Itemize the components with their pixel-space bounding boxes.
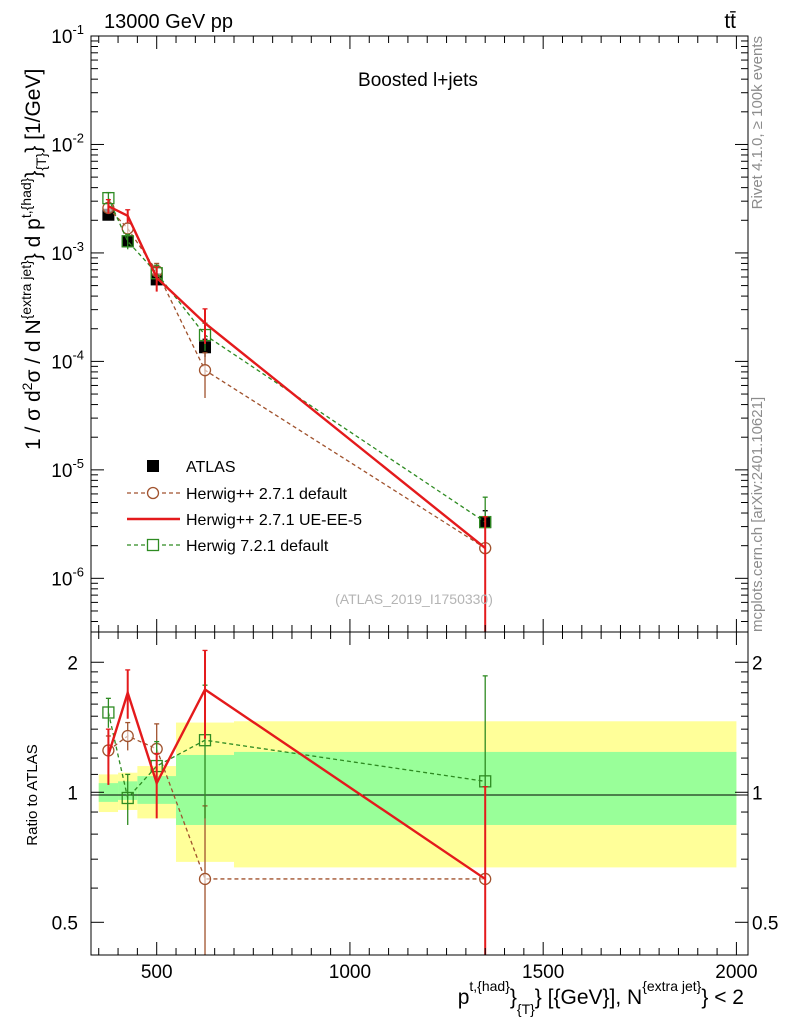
ratio-ytick-label-right: 0.5: [752, 913, 778, 934]
main-ytick-label: 10-5: [51, 456, 84, 482]
ratio-herwig7-default-point: [121, 791, 134, 805]
ratio-ytick-label-right: 1: [752, 783, 763, 804]
main-panel: 10-110-210-310-410-510-6 Boosted l+jets …: [18, 22, 749, 633]
ratio-xlabel: pt,{had}}{T}} [{GeV}], N{extra jet}} < 2: [458, 978, 744, 1017]
ytick-base: 10: [51, 135, 72, 156]
main-herwigpp-default-point: [198, 364, 212, 377]
legend: ATLAS Herwig++ 2.7.1 default Herwig++ 2.…: [127, 459, 362, 555]
ratio-herwigpp-default-point: [198, 872, 212, 886]
ratio-panel: 500 1000 1500 2000 2 2 1 1 0.5 0.5 Ratio to ATLAS…: [24, 631, 778, 1017]
ratio-ylabel: Ratio to ATLAS: [24, 744, 41, 845]
ytick-exp: -5: [72, 456, 84, 471]
ratio-ytick-label-right: 2: [752, 653, 763, 674]
mcplots-label: mcplots.cern.ch [arXiv:2401.10621]: [749, 397, 766, 632]
main-series-layer: [102, 191, 492, 632]
main-ytick-label: 10-3: [51, 239, 84, 265]
ratio-xtick-label: 500: [141, 962, 173, 983]
ytick-base: 10: [51, 569, 72, 590]
ratio-herwig7-default-line: [107, 712, 486, 800]
legend-label-herwig7-default: Herwig 7.2.1 default: [186, 538, 329, 555]
chart-title: Boosted l+jets: [358, 70, 478, 91]
ytick-base: 10: [51, 27, 72, 48]
legend-marker-atlas: [147, 460, 159, 472]
legend-entry-herwig7-default: Herwig 7.2.1 default: [127, 538, 329, 555]
legend-marker-herwig7-default: [146, 538, 160, 552]
ratio-band-inner: [98, 783, 119, 802]
ratio-series-layer: [102, 649, 492, 955]
ytick-exp: -6: [72, 564, 84, 579]
ratio-herwigpp-default-point: [121, 729, 134, 743]
watermark: (ATLAS_2019_I1750330): [335, 591, 493, 607]
process-label: tt̄: [724, 10, 736, 33]
ratio-ytick-label: 0.5: [52, 913, 78, 934]
ratio-frame: [90, 631, 749, 956]
legend-label-atlas: ATLAS: [186, 459, 236, 476]
main-ytick-label: 10-6: [51, 564, 84, 590]
ratio-xtick-label: 1500: [522, 962, 564, 983]
legend-entry-herwigpp-ueee5: Herwig++ 2.7.1 UE-EE-5: [127, 512, 362, 529]
ytick-base: 10: [51, 244, 72, 265]
main-herwig7-default-point: [121, 235, 134, 248]
main-ytick-label: 10-1: [51, 22, 84, 48]
main-herwig7-default-line: [107, 197, 486, 523]
legend-entry-atlas: ATLAS: [147, 459, 236, 476]
main-axes: 10-110-210-310-410-510-6: [51, 22, 748, 632]
ytick-exp: -3: [72, 239, 84, 254]
ratio-herwig7-default-point: [102, 706, 115, 719]
ratio-bands: [98, 721, 737, 868]
ytick-exp: -1: [72, 22, 84, 37]
main-ylabel: 1 / σ d2σ / d N{extra jet}} d pt,{had}}{…: [18, 69, 49, 450]
energy-label: 13000 GeV pp: [104, 11, 233, 33]
legend-label-herwigpp-default: Herwig++ 2.7.1 default: [186, 486, 348, 503]
ratio-ytick-label: 2: [67, 653, 78, 674]
main-ytick-label: 10-4: [51, 347, 84, 373]
legend-entry-herwigpp-default: Herwig++ 2.7.1 default: [127, 486, 348, 503]
ytick-base: 10: [51, 352, 72, 373]
ratio-axes: 500 1000 1500 2000 2 2 1 1 0.5 0.5: [52, 632, 778, 983]
ytick-exp: -4: [72, 347, 84, 362]
ytick-base: 10: [51, 461, 72, 482]
ratio-xtick-label: 2000: [715, 962, 757, 983]
ratio-xtick-label: 1000: [329, 962, 371, 983]
legend-marker-herwigpp-default: [146, 486, 160, 500]
ytick-exp: -2: [72, 130, 84, 145]
main-ytick-label: 10-2: [51, 130, 84, 156]
ratio-herwigpp-default-line: [108, 735, 486, 880]
rivet-label: Rivet 4.1.0, ≥ 100k events: [749, 36, 766, 209]
legend-label-herwigpp-ueee5: Herwig++ 2.7.1 UE-EE-5: [186, 512, 362, 529]
ratio-ytick-label: 1: [67, 783, 78, 804]
